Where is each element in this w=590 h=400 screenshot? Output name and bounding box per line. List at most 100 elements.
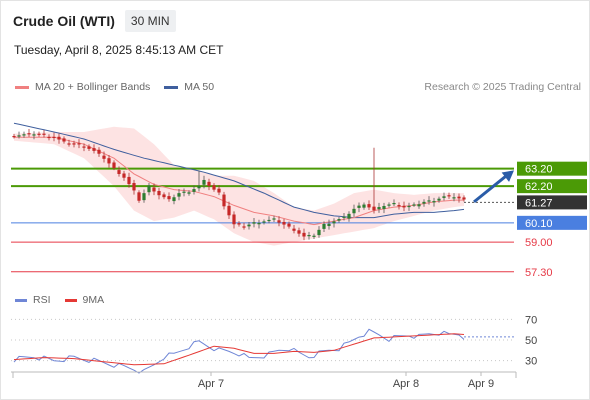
legend-ma50: MA 50 [164,81,214,93]
candle-body [187,192,191,194]
candle-body [77,143,81,145]
candle-body [112,162,116,169]
candle-body [52,136,56,139]
rsi-legend: RSI 9MA [15,294,118,306]
candle-body [162,194,166,198]
candle-body [427,200,431,202]
forecast-arrow-head [501,170,514,182]
candle-body [12,136,16,138]
candle-body [167,196,171,200]
candle-body [397,205,401,207]
candle-body [212,185,216,190]
level-label-62.20: 62.20 [525,181,553,193]
candle-body [97,149,101,154]
candle-body [202,179,206,185]
candle-body [287,223,291,227]
candle-body [242,226,246,228]
candle-body [72,143,76,145]
candle-body [62,138,66,142]
candle-body [172,197,176,202]
candle-body [22,134,26,136]
rsi-tick-30: 30 [525,356,537,368]
legend-rsi-label: RSI [33,294,51,306]
candle-body [357,205,361,208]
candle-body [377,207,381,210]
candle-body [322,223,326,229]
legend-9ma-label: 9MA [82,294,105,306]
candle-body [137,192,141,201]
attribution: Research © 2025 Trading Central [424,81,581,93]
candle-body [182,191,186,193]
legend-ma20: MA 20 + Bollinger Bands [15,81,150,93]
candle-body [347,213,351,219]
candle-body [387,204,391,206]
candle-body [127,176,131,185]
candle-body [122,173,126,178]
chart-header: Crude Oil (WTI) 30 MIN [13,10,176,32]
level-tag-60.10 [517,215,587,230]
candle-body [382,205,386,209]
candle-body [177,193,181,197]
candle-body [297,230,301,234]
legend-ma20-label: MA 20 + Bollinger Bands [35,81,151,93]
candle-body [442,196,446,198]
x-tick-Apr-7: Apr 7 [198,378,224,390]
candle-body [352,208,356,214]
candle-body [362,204,366,208]
candle-body [117,170,121,174]
candle-body [447,195,451,197]
level-label-63.20: 63.20 [525,164,553,176]
candle-body [142,193,146,201]
candle-body [82,146,86,148]
candle-body [337,219,341,221]
candle-body [307,235,311,237]
candle-body [207,181,211,186]
candle-body [257,222,261,225]
rsi-tick-70: 70 [525,314,537,326]
candle-body [412,204,416,206]
candle-body [92,148,96,151]
legend-rsi: RSI [15,294,51,306]
rsi-tick-50: 50 [525,335,537,347]
candle-body [232,214,236,225]
candle-body [282,221,286,225]
candle-body [37,133,41,135]
timeframe-badge[interactable]: 30 MIN [124,10,176,32]
level-label-61.27: 61.27 [525,197,553,209]
x-tick-Apr-9: Apr 9 [468,378,494,390]
instrument-title: Crude Oil (WTI) [13,13,115,29]
chart-datetime: Tuesday, April 8, 2025 8:45:13 AM CET [14,43,224,57]
level-label-60.10: 60.10 [525,218,553,230]
candle-body [277,220,281,223]
candle-body [292,228,296,231]
candle-body [217,188,221,193]
level-tag-62.20 [517,179,587,194]
legend-ma50-label: MA 50 [184,81,215,93]
candle-body [392,202,396,205]
candle-body [107,158,111,164]
candle-body [197,185,201,189]
ma50-line [13,122,465,219]
level-tag-61.27 [517,195,587,210]
candle-body [327,223,331,227]
candle-body [17,135,21,137]
candle-body [252,222,256,224]
candle-body [432,201,436,203]
candle-body [67,143,71,145]
candle-body [222,194,226,207]
candle-body [417,204,421,207]
candle-body [437,198,441,201]
candle-body [102,155,106,159]
candle-body [87,146,91,149]
legend-9ma: 9MA [64,294,105,306]
candle-body [342,216,346,218]
level-label-57.30: 57.30 [525,267,553,279]
forecast-arrow-shaft [473,173,509,204]
price-legend: MA 20 + Bollinger Bands MA 50 [15,81,228,93]
candle-body [422,201,426,204]
candle-body [47,136,51,139]
candle-body [157,190,161,196]
candle-body [302,232,306,237]
